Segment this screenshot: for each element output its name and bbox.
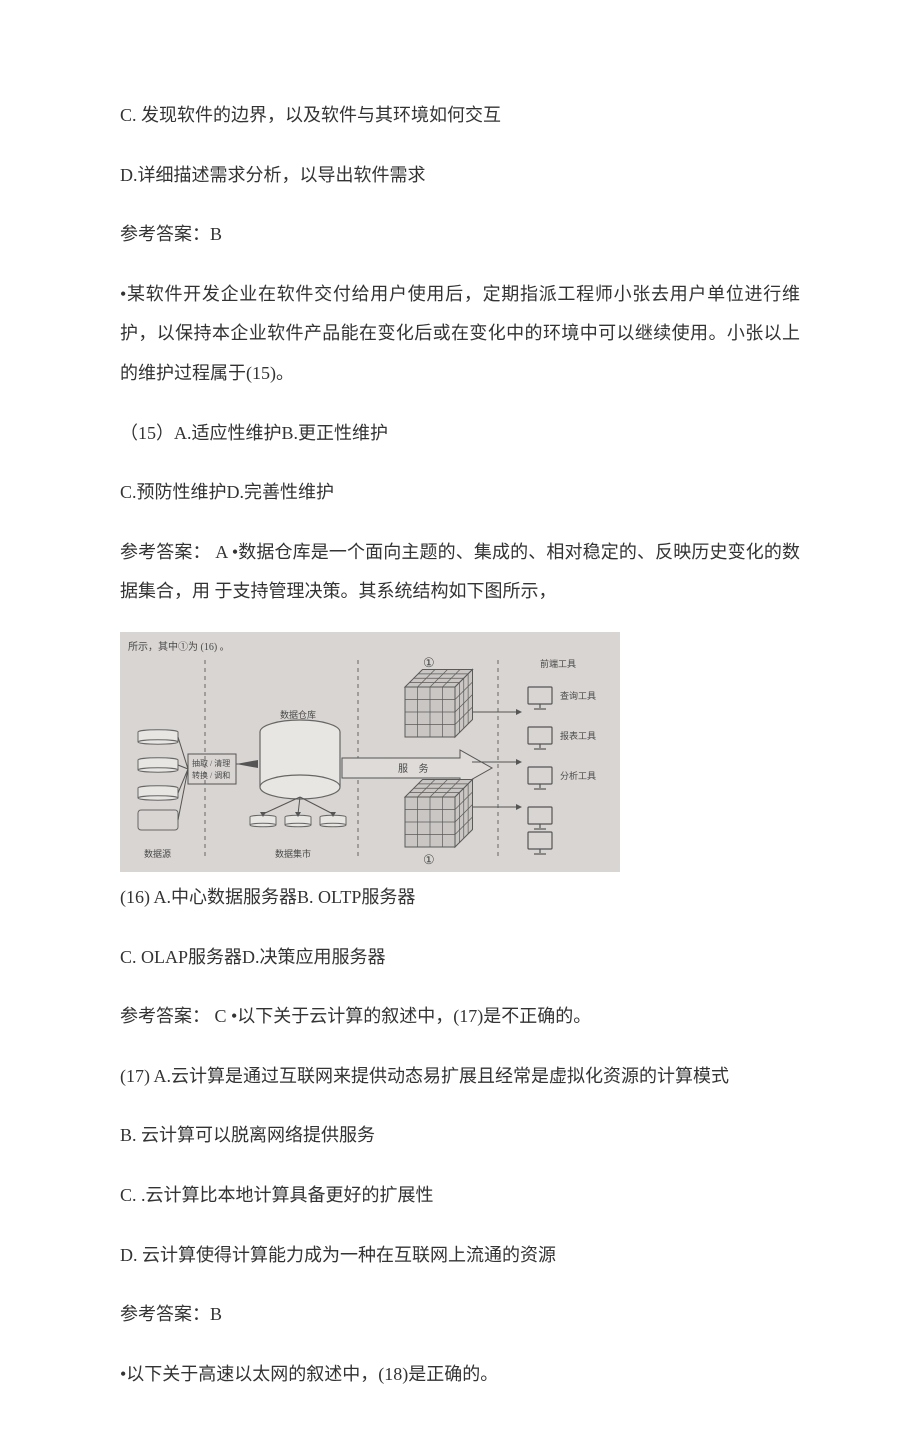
answer-b-2: 参考答案：B — [120, 1295, 800, 1335]
q15-options-cd: C.预防性维护D.完善性维护 — [120, 473, 800, 513]
q17-option-b: B. 云计算可以脱离网络提供服务 — [120, 1116, 800, 1156]
data-warehouse-figure: 所示，其中①为 (16) 。数据源 抽取 / 清理转换 / 调和 数据仓库数据集市 服… — [120, 632, 800, 872]
answer-a-and-q16-stem: 参考答案： A •数据仓库是一个面向主题的、集成的、相对稳定的、反映历史变化的数… — [120, 533, 800, 612]
q17-option-c: C. .云计算比本地计算具备更好的扩展性 — [120, 1176, 800, 1216]
svg-text:①: ① — [423, 852, 435, 867]
question-15: •某软件开发企业在软件交付给用户使用后，定期指派工程师小张去用户单位进行维护，以… — [120, 275, 800, 394]
figure-svg: 所示，其中①为 (16) 。数据源 抽取 / 清理转换 / 调和 数据仓库数据集市 服… — [120, 632, 620, 872]
svg-text:分析工具: 分析工具 — [560, 770, 596, 781]
answer-b: 参考答案：B — [120, 215, 800, 255]
option-c: C. 发现软件的边界，以及软件与其环境如何交互 — [120, 96, 800, 136]
q17-option-a: (17) A.云计算是通过互联网来提供动态易扩展且经常是虚拟化资源的计算模式 — [120, 1057, 800, 1097]
svg-text:转换 / 调和: 转换 / 调和 — [192, 770, 230, 780]
answer-c-and-q17-stem: 参考答案： C •以下关于云计算的叙述中，(17)是不正确的。 — [120, 997, 800, 1037]
svg-text:数据仓库: 数据仓库 — [280, 709, 316, 720]
q15-options-ab: （15）A.适应性维护B.更正性维护 — [120, 414, 800, 454]
question-18: •以下关于高速以太网的叙述中，(18)是正确的。 — [120, 1355, 800, 1395]
svg-text:查询工具: 查询工具 — [560, 690, 596, 701]
document-page: C. 发现软件的边界，以及软件与其环境如何交互 D.详细描述需求分析，以导出软件… — [0, 0, 920, 1454]
svg-text:数据集市: 数据集市 — [275, 848, 311, 859]
svg-text:所示，其中①为 (16) 。: 所示，其中①为 (16) 。 — [128, 640, 230, 653]
svg-text:服 务: 服 务 — [398, 762, 433, 775]
svg-text:前端工具: 前端工具 — [540, 658, 576, 669]
svg-text:报表工具: 报表工具 — [560, 730, 596, 741]
svg-text:数据源: 数据源 — [144, 848, 171, 859]
option-d: D.详细描述需求分析，以导出软件需求 — [120, 156, 800, 196]
q16-options-cd: C. OLAP服务器D.决策应用服务器 — [120, 938, 800, 978]
svg-text:抽取 / 清理: 抽取 / 清理 — [192, 758, 230, 768]
q16-options-ab: (16) A.中心数据服务器B. OLTP服务器 — [120, 878, 800, 918]
q17-option-d: D. 云计算使得计算能力成为一种在互联网上流通的资源 — [120, 1236, 800, 1276]
svg-text:①: ① — [423, 655, 435, 670]
